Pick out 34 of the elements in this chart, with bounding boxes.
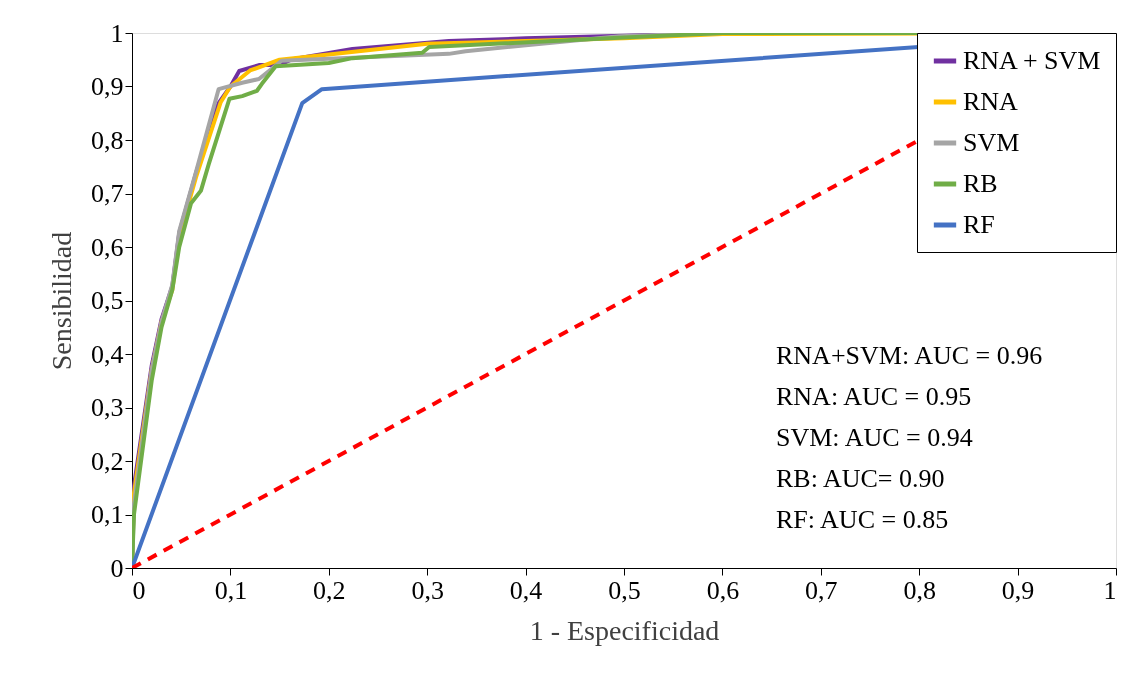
annotation: RF: AUC = 0.85 bbox=[776, 505, 949, 534]
legend-label: RNA + SVM bbox=[963, 46, 1101, 75]
x-axis-title: 1 - Especificidad bbox=[529, 614, 720, 646]
y-tick-label: 0,3 bbox=[91, 393, 124, 422]
x-tick-label: 0,6 bbox=[706, 575, 740, 605]
y-tick-label: 0,9 bbox=[91, 72, 124, 101]
y-tick-label: 0,1 bbox=[91, 500, 124, 529]
y-tick-label: 0,5 bbox=[91, 286, 124, 315]
annotation: RNA+SVM: AUC = 0.96 bbox=[776, 341, 1043, 370]
x-tick-label: 0 bbox=[132, 575, 146, 605]
annotation: RNA: AUC = 0.95 bbox=[776, 382, 972, 411]
x-tick-label: 1 bbox=[1103, 575, 1117, 605]
annotation: RB: AUC= 0.90 bbox=[776, 464, 945, 493]
annotation: SVM: AUC = 0.94 bbox=[776, 423, 973, 452]
x-tick-label: 0,4 bbox=[509, 575, 543, 605]
y-tick-label: 0 bbox=[110, 553, 124, 583]
y-tick-label: 0,2 bbox=[91, 446, 124, 476]
y-axis-title: Sensibilidad bbox=[46, 231, 77, 371]
legend-label: RF bbox=[963, 210, 995, 239]
legend-label: RB bbox=[963, 169, 998, 198]
y-tick-label: 0,8 bbox=[91, 125, 124, 155]
legend-label: SVM bbox=[963, 128, 1020, 157]
x-tick-label: 0,3 bbox=[411, 575, 444, 605]
y-tick-label: 0,4 bbox=[91, 339, 124, 369]
y-tick-label: 0,7 bbox=[91, 179, 124, 208]
x-tick-label: 0,9 bbox=[1001, 575, 1035, 605]
x-tick-label: 0,2 bbox=[313, 575, 346, 605]
x-tick-label: 0,7 bbox=[805, 575, 838, 605]
x-tick-label: 0,1 bbox=[214, 575, 248, 605]
y-tick-label: 1 bbox=[110, 18, 124, 48]
legend-label: RNA bbox=[963, 87, 1019, 116]
x-tick-label: 0,8 bbox=[903, 575, 936, 605]
x-tick-label: 0,5 bbox=[608, 575, 641, 605]
y-tick-label: 0,6 bbox=[91, 232, 124, 262]
